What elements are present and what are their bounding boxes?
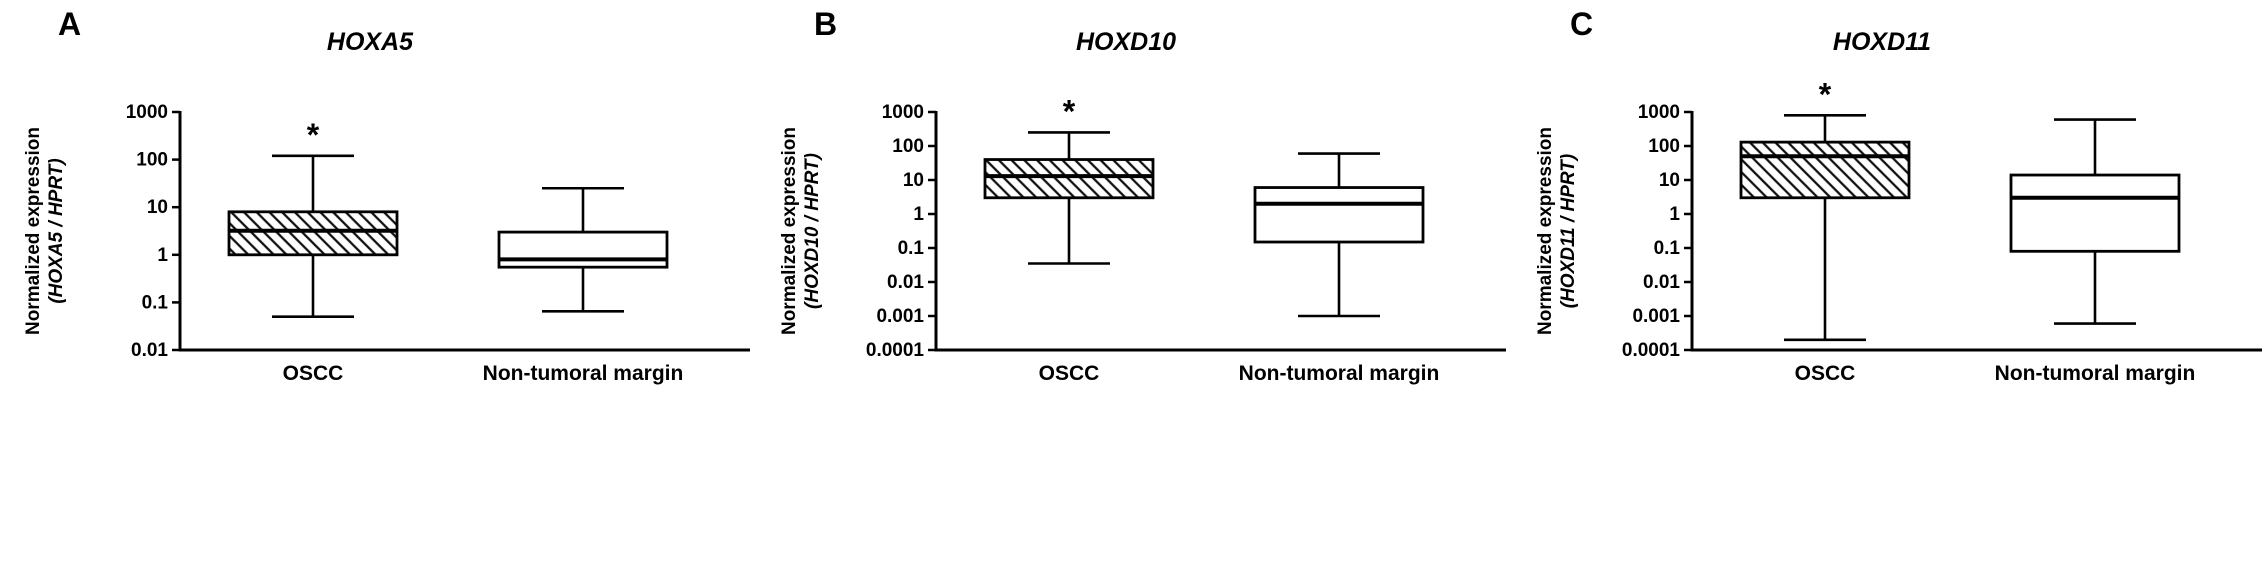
panel-b-letter: B (814, 6, 838, 42)
y-tick-label: 0.01 (1643, 272, 1680, 293)
box-outline (1253, 186, 1425, 244)
panel-a-letter: A (58, 6, 82, 42)
box-outline (983, 158, 1155, 200)
y-tick-label: 10 (1659, 170, 1680, 191)
box-fill (499, 232, 667, 268)
panel-a-boxplot-chart: 1000 100 10 1 0.1 0.01 OSCC * Non-tumoral margin (126, 102, 750, 385)
y-tick-label: 0.1 (898, 238, 925, 259)
category-label: Non-tumoral margin (483, 362, 684, 385)
box-hatch-fill (1741, 142, 1909, 198)
y-tick-label: 1 (1669, 204, 1680, 225)
y-tick-label: 0.01 (131, 340, 168, 361)
significance-asterisk: * (1063, 93, 1076, 129)
category-label: Non-tumoral margin (1239, 362, 1440, 385)
panel-b-title: HOXD10 (1075, 28, 1177, 56)
box-outline (2009, 173, 2181, 253)
y-tick-label: 10 (147, 197, 168, 218)
y-tick-label: 10 (903, 170, 924, 191)
box-fill (2011, 175, 2179, 252)
y-tick-label: 100 (1648, 136, 1680, 157)
panel-c-title: HOXD11 (1832, 28, 1932, 56)
category-label: OSCC (1795, 362, 1856, 385)
category-label: OSCC (283, 362, 344, 385)
y-tick-label: 0.01 (887, 272, 924, 293)
y-tick-label: 100 (892, 136, 924, 157)
panel-c-boxplot-chart: 1000 100 10 1 0.1 0.01 0.001 0.0001 OSCC * Non-tum… (1622, 76, 2262, 385)
panel-a: A HOXA5 Normalized expression (HOXA5 / H… (0, 0, 756, 580)
y-tick-label: 1000 (126, 102, 168, 123)
significance-asterisk: * (307, 117, 320, 153)
panel-b: B HOXD10 Normalized expression (HOXD10 /… (756, 0, 1512, 580)
box-fill (1255, 187, 1423, 243)
y-tick-label: 1 (913, 204, 924, 225)
y-tick-label: 1 (157, 245, 168, 266)
y-tick-label: 0.0001 (866, 340, 925, 361)
y-tick-label: 0.0001 (1622, 340, 1681, 361)
y-tick-label: 100 (136, 150, 168, 171)
panel-a-title: HOXA5 (326, 28, 414, 56)
significance-asterisk: * (1819, 76, 1832, 112)
y-tick-label: 0.001 (876, 306, 924, 327)
category-label: Non-tumoral margin (1995, 362, 2196, 385)
box-outline (497, 230, 669, 269)
y-tick-label: 0.1 (142, 292, 169, 313)
box-outline (227, 210, 399, 257)
y-tick-label: 0.001 (1632, 306, 1680, 327)
y-tick-label: 1000 (882, 102, 924, 123)
category-label: OSCC (1039, 362, 1100, 385)
panel-c-letter: C (1570, 6, 1594, 42)
panel-b-boxplot-chart: 1000 100 10 1 0.1 0.01 0.001 0.0001 OSCC * Non-tum… (866, 93, 1506, 385)
y-tick-label: 1000 (1638, 102, 1680, 123)
box-hatch-fill (229, 211, 397, 255)
y-tick-label: 0.1 (1654, 238, 1681, 259)
panel-c: C HOXD11 Normalized expression (HOXD11 /… (1512, 0, 2268, 580)
box-hatch-fill (985, 159, 1153, 198)
box-outline (1739, 140, 1911, 200)
